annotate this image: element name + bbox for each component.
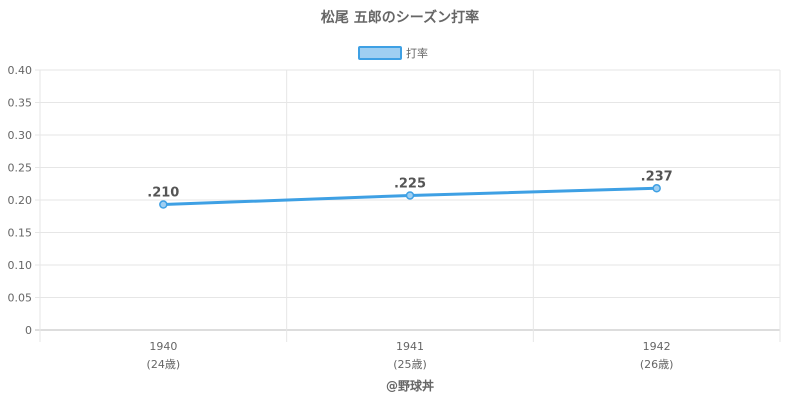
x-tick-sublabel: (24歳)	[147, 358, 181, 371]
legend[interactable]: 打率	[358, 46, 428, 60]
y-tick-label: 0.10	[8, 259, 33, 272]
x-axis: 1940 (24歳) 1941 (25歳) 1942 (26歳)	[147, 340, 674, 371]
data-point	[405, 191, 415, 200]
y-tick-label: 0.20	[8, 194, 33, 207]
legend-swatch	[358, 46, 402, 60]
y-tick-label: 0.40	[8, 64, 33, 77]
y-axis: 0 0.05 0.10 0.15 0.20 0.25 0.30 0.35 0.40	[8, 64, 33, 337]
credit-label: @野球丼	[386, 378, 434, 393]
data-point	[159, 200, 168, 209]
y-tick-label: 0.15	[8, 227, 33, 240]
y-tick-label: 0	[25, 324, 32, 337]
legend-label: 打率	[406, 46, 428, 60]
data-label: .237	[641, 169, 673, 184]
x-tick-label: 1942	[643, 340, 671, 353]
series-batting-average: .210 .225 .237	[147, 169, 673, 209]
x-tick-label: 1940	[149, 340, 177, 353]
y-tick-label: 0.35	[8, 97, 33, 110]
chart-title: 松尾 五郎のシーズン打率	[321, 9, 479, 26]
y-tick-label: 0.30	[8, 129, 33, 142]
grid	[35, 69, 781, 342]
x-tick-sublabel: (25歳)	[393, 358, 427, 371]
y-tick-label: 0.25	[8, 162, 33, 175]
x-tick-sublabel: (26歳)	[640, 358, 674, 371]
data-label: .225	[394, 176, 426, 191]
y-tick-label: 0.05	[8, 292, 33, 305]
data-point	[652, 184, 661, 193]
x-tick-label: 1941	[396, 340, 424, 353]
data-label: .210	[147, 186, 179, 201]
